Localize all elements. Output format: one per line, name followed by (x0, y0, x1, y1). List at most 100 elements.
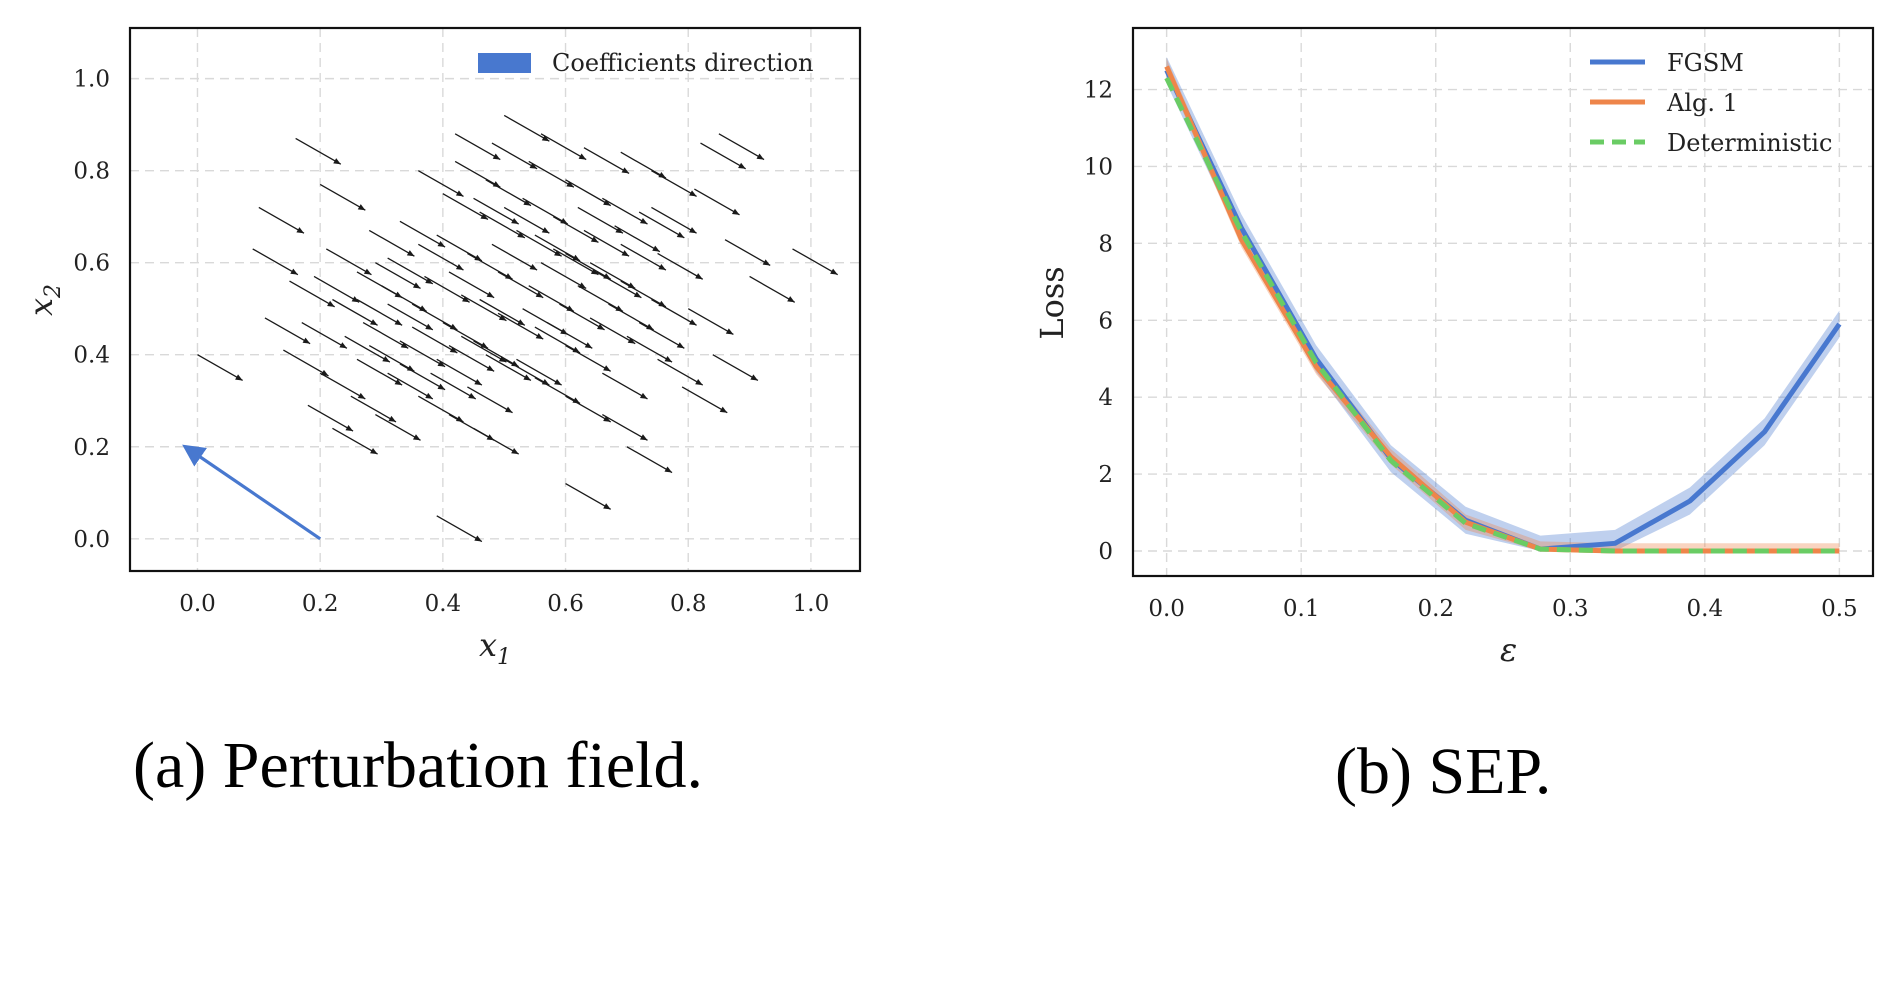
field-arrow-head (627, 282, 636, 289)
field-arrow (638, 211, 685, 239)
field-arrow (595, 271, 642, 299)
field-arrow (497, 312, 544, 340)
field-arrow-head (523, 374, 531, 381)
field-arrow (424, 275, 470, 303)
plot-frame (1131, 26, 1875, 578)
field-arrow (313, 275, 360, 303)
field-arrow-head (529, 162, 538, 169)
series-lines (1164, 65, 1842, 554)
field-arrow (651, 170, 697, 197)
field-arrow (332, 298, 378, 326)
field-arrow-head (689, 190, 697, 197)
field-arrow-head (725, 328, 734, 335)
field-arrow-head (517, 231, 525, 238)
field-arrow (651, 298, 697, 326)
field-arrow (436, 358, 483, 386)
field-arrow-head (455, 190, 464, 197)
field-arrow (467, 386, 513, 414)
field-arrow (718, 133, 765, 161)
field-arrow-head (621, 250, 630, 257)
field-arrow-head (480, 342, 489, 349)
field-arrow-head (695, 273, 703, 280)
field-arrow (516, 358, 562, 386)
field-arrow-head (541, 379, 550, 386)
field-arrow (319, 183, 366, 211)
field-arrow (528, 285, 575, 313)
field-arrow-head (437, 360, 446, 367)
x-tick-labels: 0.0 0.1 0.2 0.3 0.4 0.5 (1148, 596, 1857, 622)
field-arrow-head (455, 415, 464, 422)
field-arrow-head (633, 291, 642, 298)
field-arrow (356, 298, 403, 326)
field-arrow-head (486, 365, 495, 372)
field-arrow (651, 206, 697, 234)
x-axis-label: x1 (479, 626, 511, 670)
field-arrow (534, 377, 581, 405)
y-tick-label: 0.0 (73, 527, 110, 553)
field-arrow-head (554, 250, 562, 257)
field-arrow-head (339, 342, 347, 349)
legend-label-alg1: Alg. 1 (1666, 89, 1738, 117)
grid-lines (130, 28, 860, 571)
field-arrow (565, 179, 612, 207)
field-arrow-head (566, 181, 574, 188)
field-arrow-head (578, 153, 587, 160)
field-arrow-head (572, 397, 581, 404)
field-arrow-head (468, 392, 476, 399)
field-arrow (491, 142, 538, 170)
field-arrow (724, 239, 771, 267)
y-tick-label: 8 (1098, 231, 1113, 257)
field-arrow-head (406, 365, 415, 372)
field-arrow (485, 179, 532, 207)
field-arrow (473, 427, 520, 455)
field-arrow (368, 229, 415, 257)
field-arrow (467, 252, 513, 280)
field-arrow (552, 216, 599, 244)
field-arrow-head (750, 374, 758, 381)
field-arrow-head (590, 268, 599, 275)
field-arrow-head (504, 273, 513, 280)
field-arrow (252, 248, 299, 276)
field-arrow (264, 317, 311, 345)
field-arrow (473, 197, 520, 225)
field-arrow-head (357, 392, 366, 399)
field-arrow (301, 321, 348, 349)
field-arrow (565, 344, 612, 372)
x-tick-label: 0.0 (179, 591, 216, 617)
field-arrow (589, 317, 636, 345)
coefficient-arrow (182, 444, 322, 541)
y-tick-label: 0.2 (73, 435, 110, 461)
field-arrow-head (560, 328, 568, 335)
caption-b: (b) SEP. (1335, 735, 1551, 808)
field-arrow-head (523, 199, 531, 206)
field-arrow (417, 170, 464, 197)
field-arrow (448, 271, 495, 299)
y-tick-label: 0.4 (73, 343, 110, 369)
field-arrow-head (560, 217, 568, 225)
field-arrow (657, 252, 704, 280)
field-arrow-head (474, 254, 482, 261)
field-arrow (350, 395, 397, 423)
field-arrow (620, 151, 667, 179)
field-arrow (620, 280, 667, 308)
y-axis-label: x2 (22, 284, 66, 316)
field-arrow-head (541, 135, 550, 142)
y-tick-label: 0 (1098, 539, 1113, 565)
field-arrow-head (572, 254, 581, 261)
field-arrow-head (455, 263, 464, 271)
field-arrow-head (474, 535, 482, 542)
field-arrow-head (830, 268, 838, 275)
field-arrow (479, 298, 526, 326)
field-arrow-head (235, 374, 243, 381)
y-tick-labels: 0.0 0.2 0.4 0.6 0.8 1.0 (73, 67, 110, 553)
field-arrow-head (627, 337, 636, 344)
field-arrow-head (676, 342, 685, 349)
y-axis-label: Loss (1033, 266, 1071, 339)
field-arrow (381, 285, 428, 313)
field-arrow-head (566, 305, 574, 312)
perturbation-field-chart: 0.0 0.2 0.4 0.6 0.8 1.0 0.0 0.2 0.4 0.6 0.8 1.0 x1… (22, 26, 862, 802)
field-arrow-head (664, 466, 673, 473)
field-arrow-head (449, 346, 458, 353)
field-arrow-head (689, 227, 697, 234)
x-tick-label: 0.0 (1148, 596, 1185, 622)
